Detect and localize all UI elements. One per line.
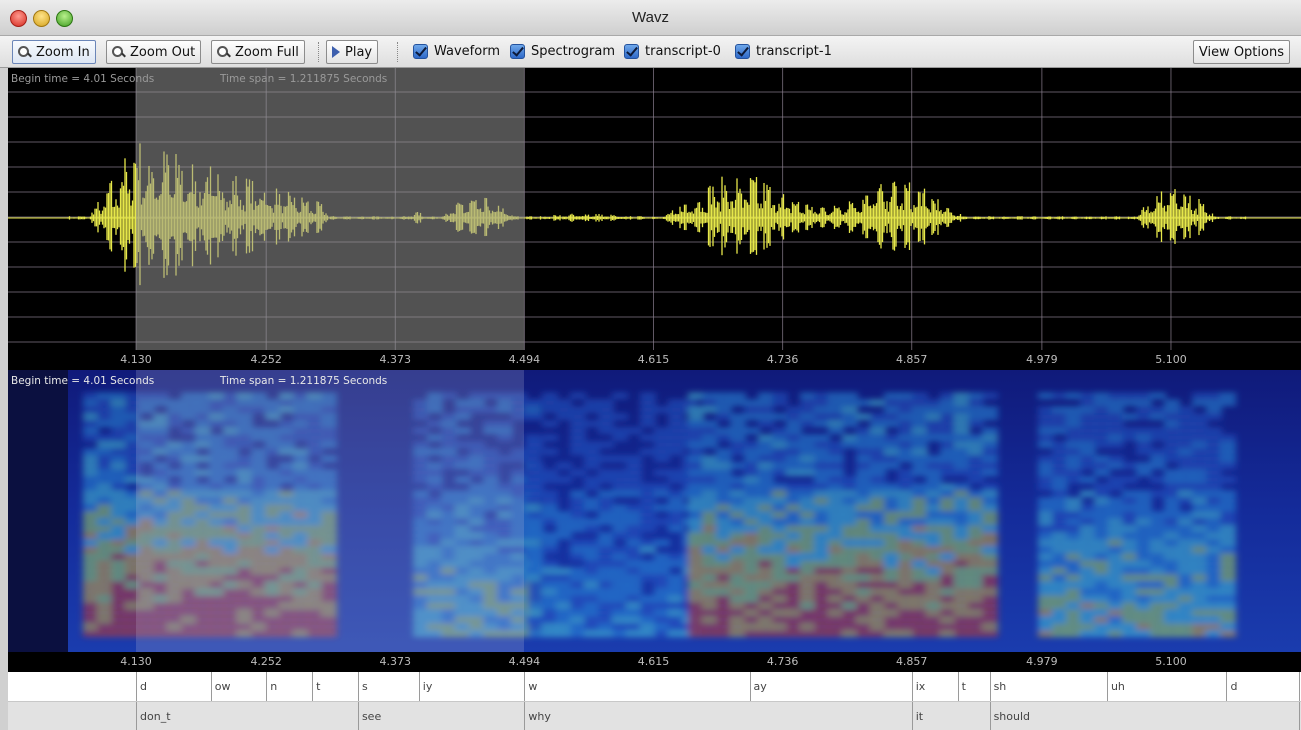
spectrogram-time-axis: 4.130 4.252 4.373 4.494 4.615 4.736 4.857 4.979… [8,652,1301,672]
spectrogram-time-span: Time span = 1.211875 Seconds [220,375,388,387]
spectrogram-plot[interactable] [8,370,1301,652]
waveform-selection[interactable] [136,68,525,350]
checkbox-checked-icon[interactable] [735,44,750,59]
phone-segment[interactable]: ow [210,672,266,701]
waveform-time-axis: 4.130 4.252 4.373 4.494 4.615 4.736 4.857 4.979… [8,350,1301,370]
spectrogram-tick-label: 4.373 [379,655,412,668]
word-segment[interactable]: don_t [136,702,358,730]
phone-segment[interactable]: t [312,672,358,701]
play-label: Play [345,44,373,60]
word-segment[interactable]: should [989,702,1299,730]
close-window-button[interactable] [10,10,27,27]
phone-segment[interactable]: n [266,672,312,701]
phone-segment[interactable]: sh [989,672,1107,701]
phone-segment[interactable]: iy [418,672,525,701]
phone-segment[interactable]: d [136,672,211,701]
spectrogram-edge [8,370,68,652]
phone-segment[interactable]: d [1226,672,1299,701]
waveform-tick-label: 4.736 [766,353,799,366]
word-segment[interactable]: b [1298,702,1301,730]
spectrogram-tick-label: 4.494 [508,655,541,668]
waveform-begin-time: Begin time = 4.01 Seconds [11,73,155,85]
magnifier-icon [18,45,31,59]
view-options-label: View Options [1198,44,1284,60]
spectrogram-tick-label: 4.252 [250,655,282,668]
waveform-checkbox-label: Waveform [434,44,500,59]
phone-segment[interactable]: t [957,672,990,701]
transcript-1-tier[interactable]: don_tseewhyitshouldb [8,702,1301,730]
phone-segment[interactable]: ay [749,672,912,701]
spectrogram-tick-label: 5.100 [1155,655,1187,668]
waveform-tick-label: 4.857 [895,353,928,366]
zoom-window-button[interactable] [56,10,73,27]
waveform-tick-label: 4.130 [120,353,152,366]
minimize-window-button[interactable] [33,10,50,27]
window-left-edge [0,68,8,730]
magnifier-icon [217,45,230,59]
spectrogram-panel[interactable]: Begin time = 4.01 Seconds Time span = 1.… [8,370,1301,672]
transcript-0-checkbox-label: transcript-0 [645,44,721,59]
waveform-tick-label: 4.373 [379,353,412,366]
zoom-out-button[interactable]: Zoom Out [106,40,202,64]
word-segment[interactable]: why [524,702,911,730]
waveform-time-span: Time span = 1.211875 Seconds [220,73,388,85]
word-segment[interactable]: it [911,702,990,730]
transcript-0-tier[interactable]: downtsiywayixtshuhdb [8,672,1301,702]
zoom-full-label: Zoom Full [235,44,299,60]
zoom-out-label: Zoom Out [130,44,196,60]
toolbar-separator [397,42,400,62]
phone-segment[interactable]: b [1298,672,1301,701]
checkbox-checked-icon[interactable] [413,44,428,59]
transcript-1-checkbox-label: transcript-1 [756,44,832,59]
toolbar: Zoom In Zoom Out Zoom Full Play Waveform… [0,36,1301,68]
spectrogram-selection[interactable] [136,370,525,652]
zoom-full-button[interactable]: Zoom Full [211,40,305,64]
waveform-tick-label: 4.615 [637,353,670,366]
spectrogram-tick-label: 4.615 [637,655,670,668]
transcript-0-checkbox[interactable]: transcript-0 [624,44,721,59]
waveform-tick-label: 5.100 [1155,353,1187,366]
magnifier-icon [112,45,125,59]
window-titlebar: Wavz [0,0,1301,36]
spectrogram-tick-label: 4.130 [120,655,152,668]
play-button[interactable]: Play [326,40,379,64]
spectrogram-tick-label: 4.857 [895,655,928,668]
waveform-tick-label: 4.494 [508,353,541,366]
zoom-in-label: Zoom In [36,44,90,60]
spectrogram-tick-label: 4.979 [1026,655,1058,668]
word-segment[interactable]: see [357,702,524,730]
spectrogram-begin-time: Begin time = 4.01 Seconds [11,375,155,387]
phone-segment[interactable]: uh [1106,672,1226,701]
phone-segment[interactable]: s [357,672,419,701]
checkbox-checked-icon[interactable] [624,44,639,59]
spectrogram-energy [83,394,1236,636]
window-title: Wavz [632,9,669,26]
play-icon [332,46,340,58]
waveform-panel[interactable]: Begin time = 4.01 Seconds Time span = 1.… [8,68,1301,370]
spectrogram-tick-label: 4.736 [766,655,799,668]
toolbar-separator [318,42,321,62]
checkbox-checked-icon[interactable] [510,44,525,59]
spectrogram-checkbox[interactable]: Spectrogram [510,44,615,59]
phone-segment[interactable]: ix [911,672,958,701]
spectrogram-checkbox-label: Spectrogram [531,44,615,59]
waveform-tick-label: 4.979 [1026,353,1058,366]
zoom-in-button[interactable]: Zoom In [12,40,96,64]
phone-segment[interactable]: w [524,672,749,701]
view-options-button[interactable]: View Options [1192,40,1290,64]
transcript-1-checkbox[interactable]: transcript-1 [735,44,832,59]
waveform-tick-label: 4.252 [250,353,282,366]
waveform-checkbox[interactable]: Waveform [413,44,500,59]
